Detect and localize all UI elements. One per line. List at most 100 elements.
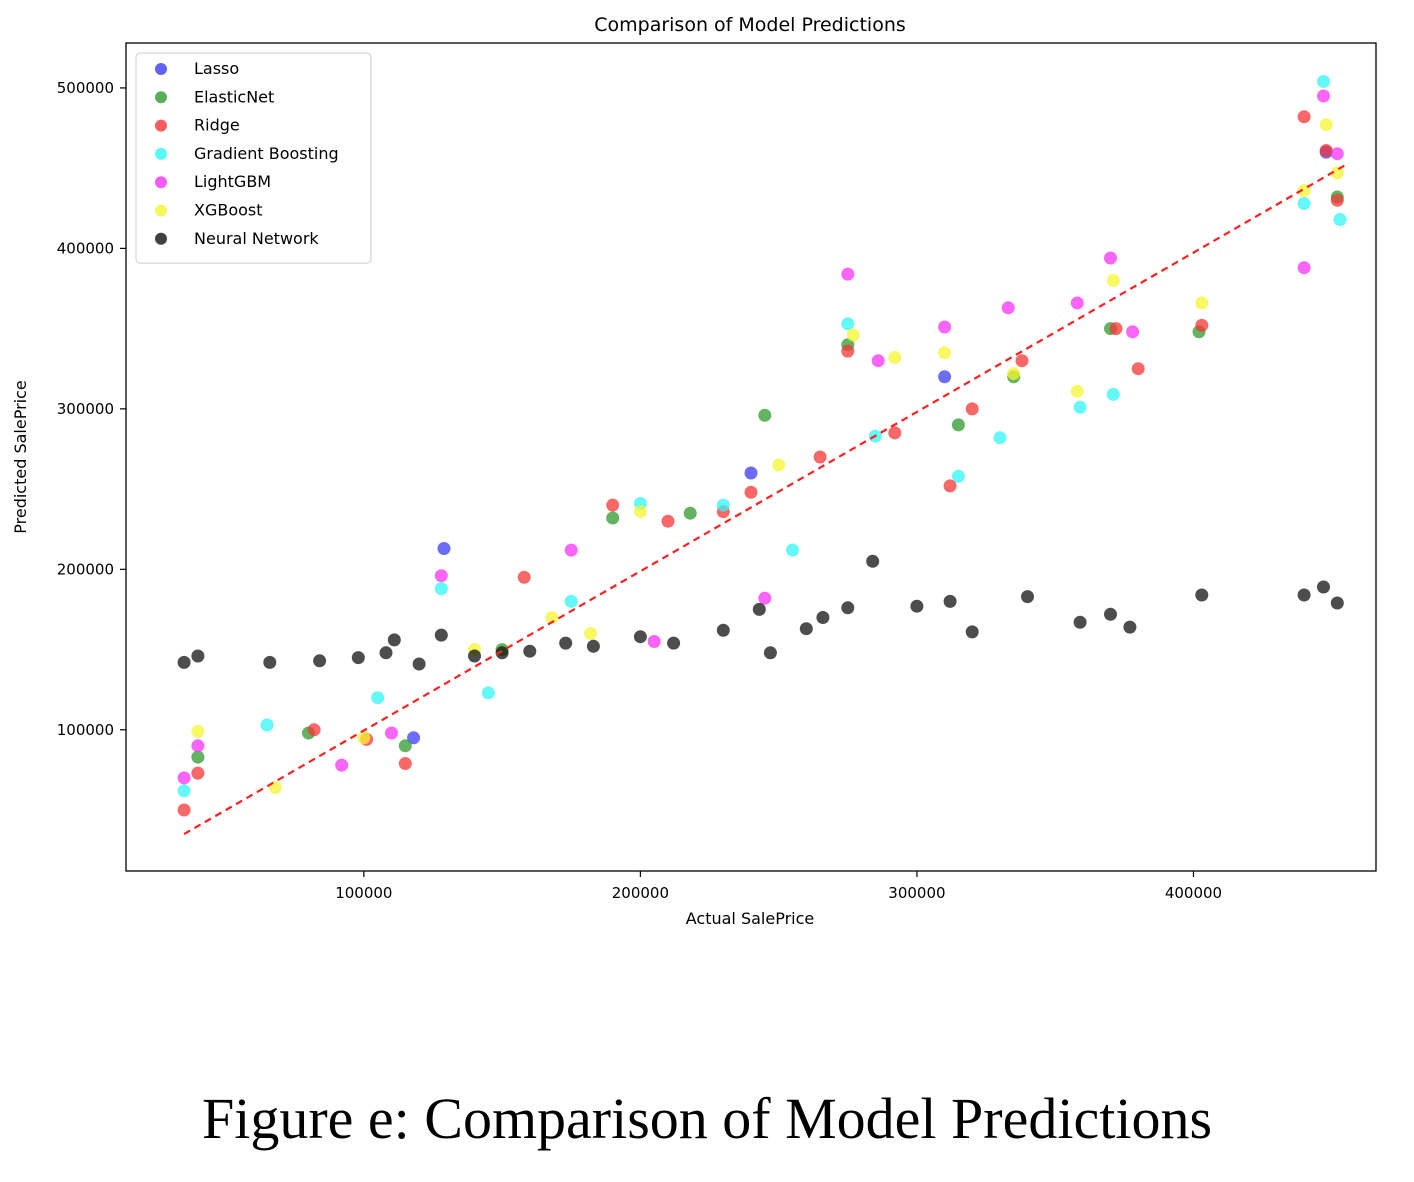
point-neural-network-19	[799, 622, 813, 636]
point-xgboost-17	[1330, 166, 1344, 180]
point-neural-network-6	[387, 633, 401, 647]
point-lasso-1	[407, 731, 421, 745]
point-lasso-0	[437, 542, 451, 555]
point-gradient-boosting-15	[1297, 197, 1311, 210]
point-lightgbm-7	[758, 591, 772, 605]
point-neural-network-9	[468, 649, 481, 663]
point-lightgbm-5	[564, 543, 578, 557]
y-axis-label: Predicted SalePrice	[11, 380, 30, 533]
point-neural-network-3	[313, 654, 327, 668]
point-gradient-boosting-14	[1106, 387, 1120, 401]
point-lightgbm-3	[385, 726, 398, 740]
point-elasticnet-6	[758, 408, 772, 422]
point-ridge-16	[1109, 322, 1123, 336]
point-xgboost-16	[1319, 118, 1333, 132]
x-axis-label: Actual SalePrice	[686, 909, 815, 928]
x-axis: 100000 200000 300000 400000	[335, 871, 1222, 902]
point-neural-network-32	[1317, 580, 1330, 594]
y-axis: 100000 200000 300000 400000 500000	[57, 79, 126, 739]
point-ridge-6	[606, 498, 620, 512]
point-elasticnet-5	[683, 506, 697, 520]
point-xgboost-10	[938, 346, 952, 360]
point-neural-network-25	[965, 625, 979, 639]
figure-caption: Figure e: Comparison of Model Prediction…	[201, 1086, 1213, 1151]
point-gradient-boosting-12	[993, 431, 1007, 445]
point-elasticnet-4	[606, 511, 620, 525]
point-elasticnet-2	[398, 739, 412, 753]
point-neural-network-15	[667, 636, 681, 650]
y-tick-label: 400000	[57, 239, 114, 257]
point-neural-network-13	[586, 639, 600, 653]
point-ridge-11	[841, 344, 855, 358]
point-neural-network-0	[177, 655, 191, 669]
point-neural-network-7	[412, 657, 426, 671]
legend-label: XGBoost	[194, 201, 263, 220]
point-lightgbm-16	[1317, 89, 1330, 103]
point-neural-network-29	[1123, 620, 1137, 634]
point-xgboost-6	[633, 505, 647, 519]
legend-marker	[155, 119, 167, 132]
point-ridge-21	[1330, 193, 1344, 207]
point-neural-network-27	[1073, 615, 1087, 629]
point-neural-network-23	[910, 599, 924, 613]
point-lightgbm-13	[1104, 251, 1117, 265]
point-neural-network-12	[559, 636, 573, 650]
point-lightgbm-9	[871, 354, 885, 368]
legend-marker	[155, 232, 167, 245]
point-neural-network-10	[495, 646, 509, 660]
legend-marker	[155, 176, 167, 189]
x-tick-label: 100000	[335, 884, 392, 902]
point-lightgbm-1	[191, 739, 205, 753]
scatter-chart: Comparison of Model Predictions 100000 20…	[11, 14, 1377, 928]
x-tick-label: 300000	[888, 884, 945, 902]
point-neural-network-5	[379, 646, 393, 660]
point-ridge-10	[813, 450, 827, 464]
legend-label: LightGBM	[194, 172, 271, 191]
point-lightgbm-10	[938, 320, 952, 334]
point-neural-network-8	[434, 628, 448, 642]
point-lightgbm-8	[841, 267, 855, 281]
legend-label: Gradient Boosting	[194, 144, 339, 163]
point-xgboost-9	[888, 351, 902, 364]
point-ridge-17	[1131, 362, 1145, 376]
point-lasso-3	[938, 370, 952, 384]
point-lightgbm-11	[1001, 301, 1015, 315]
point-ridge-7	[661, 514, 675, 528]
point-ridge-1	[191, 766, 205, 780]
point-neural-network-22	[866, 554, 880, 568]
legend-label: ElasticNet	[194, 87, 274, 106]
point-ridge-9	[744, 485, 758, 499]
point-xgboost-0	[191, 724, 205, 738]
legend-marker	[155, 63, 167, 75]
point-elasticnet-0	[191, 750, 205, 764]
point-neural-network-17	[752, 602, 766, 616]
scatter-points	[177, 75, 1347, 817]
point-ridge-4	[398, 757, 412, 770]
point-ridge-13	[943, 479, 957, 493]
legend-label: Lasso	[194, 59, 239, 78]
point-neural-network-30	[1195, 588, 1209, 602]
point-xgboost-5	[584, 627, 598, 640]
point-ridge-12	[888, 426, 902, 440]
point-lasso-2	[744, 466, 758, 480]
point-neural-network-26	[1021, 590, 1034, 604]
point-xgboost-4	[545, 611, 559, 624]
legend-marker	[155, 91, 167, 104]
point-gradient-boosting-2	[371, 691, 385, 705]
chart-title: Comparison of Model Predictions	[594, 14, 906, 36]
point-neural-network-1	[191, 649, 205, 663]
point-neural-network-33	[1330, 596, 1344, 610]
point-xgboost-13	[1106, 274, 1120, 287]
point-lightgbm-4	[434, 569, 448, 583]
point-ridge-19	[1297, 110, 1311, 124]
point-gradient-boosting-7	[716, 498, 730, 512]
point-neural-network-14	[633, 630, 647, 644]
point-neural-network-28	[1104, 607, 1117, 621]
y-tick-label: 100000	[57, 721, 114, 739]
point-gradient-boosting-3	[434, 582, 448, 596]
legend-label: Neural Network	[194, 229, 319, 248]
point-xgboost-14	[1195, 296, 1209, 310]
point-neural-network-18	[763, 646, 777, 660]
point-lightgbm-0	[177, 771, 191, 785]
y-tick-label: 200000	[57, 560, 114, 578]
